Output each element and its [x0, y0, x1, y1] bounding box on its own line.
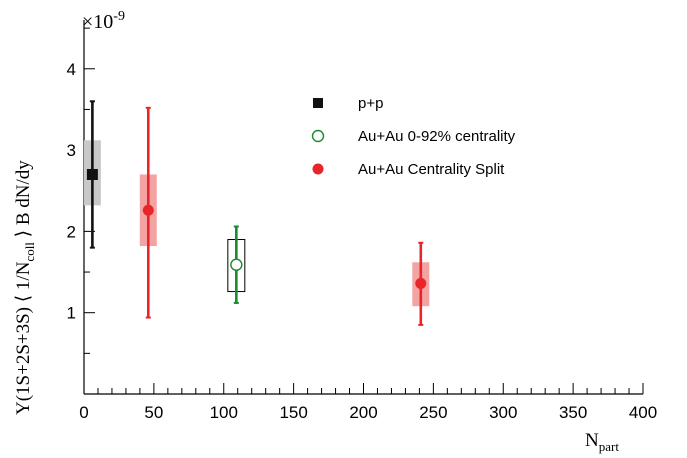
series-au-au-centrality-split [139, 106, 430, 326]
x-tick-label: 50 [144, 403, 163, 422]
series-p-p [83, 100, 101, 249]
y-axis-title: Υ(1S+2S+3S) ⟨ 1/Ncoll ⟩ B dN/dy [13, 160, 37, 415]
legend: p+p Au+Au 0-92% centrality Au+Au Centralit… [311, 95, 516, 178]
x-tick-label: 250 [419, 403, 447, 422]
x-tick-label: 0 [79, 403, 88, 422]
series-au-au-0-92-centrality [227, 225, 246, 304]
y-tick-label: 4 [67, 60, 76, 79]
data-series [83, 100, 430, 326]
data-point [230, 258, 243, 271]
legend-label: Au+Au 0-92% centrality [358, 128, 516, 145]
data-point [142, 204, 154, 216]
x-tick-label: 100 [210, 403, 238, 422]
x-tick-label: 300 [489, 403, 517, 422]
x-tick-label: 150 [279, 403, 307, 422]
y-exponent-label: ×10-9 [82, 9, 125, 33]
legend-marker [312, 163, 324, 175]
plot-frame [83, 20, 643, 395]
data-point [86, 168, 98, 180]
legend-label: p+p [358, 95, 383, 112]
x-tick-label: 400 [629, 403, 657, 422]
y-tick-label: 3 [67, 141, 76, 160]
x-axis-title: Npart [585, 430, 619, 454]
data-point [415, 277, 427, 289]
y-tick-label: 2 [67, 222, 76, 241]
x-tick-label: 200 [349, 403, 377, 422]
x-tick-label: 350 [559, 403, 587, 422]
y-tick-label: 1 [67, 304, 76, 323]
legend-marker [313, 98, 323, 108]
legend-marker [311, 129, 325, 143]
legend-label: Au+Au Centrality Split [358, 161, 505, 178]
x-axis-ticks: 0 50 100 150 200 250 300 350 400 [79, 383, 657, 422]
